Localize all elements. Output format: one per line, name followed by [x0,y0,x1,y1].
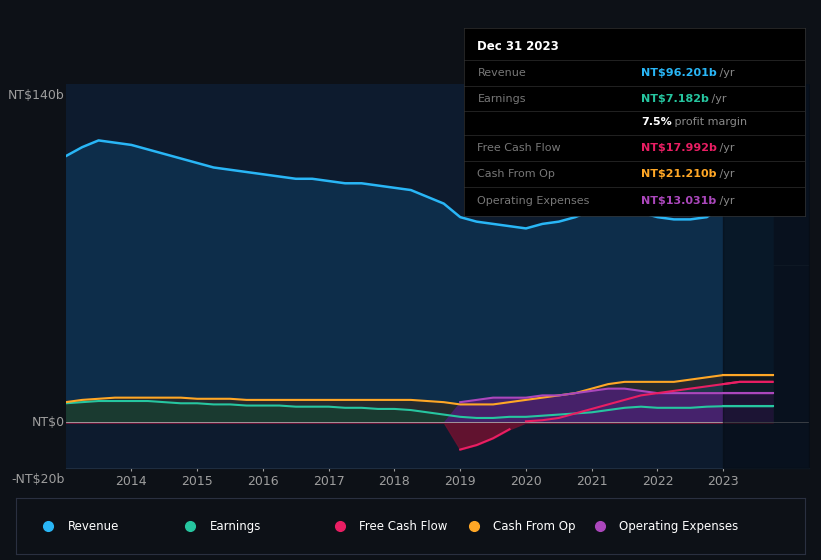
Text: Free Cash Flow: Free Cash Flow [360,520,447,533]
Text: /yr: /yr [716,143,735,153]
Text: NT$17.992b: NT$17.992b [641,143,717,153]
Text: NT$0: NT$0 [32,416,65,429]
Text: Revenue: Revenue [67,520,119,533]
Text: Earnings: Earnings [478,94,526,104]
Text: Operating Expenses: Operating Expenses [478,195,589,206]
Text: Cash From Op: Cash From Op [478,169,555,179]
Text: Earnings: Earnings [209,520,261,533]
Text: NT$7.182b: NT$7.182b [641,94,709,104]
Text: Operating Expenses: Operating Expenses [619,520,739,533]
Text: profit margin: profit margin [671,117,747,127]
Text: Cash From Op: Cash From Op [493,520,576,533]
Text: NT$21.210b: NT$21.210b [641,169,717,179]
Text: /yr: /yr [716,169,735,179]
Text: NT$96.201b: NT$96.201b [641,68,717,78]
Text: Free Cash Flow: Free Cash Flow [478,143,561,153]
Text: Dec 31 2023: Dec 31 2023 [478,40,559,53]
Text: NT$13.031b: NT$13.031b [641,195,716,206]
Text: -NT$20b: -NT$20b [11,473,65,486]
Text: Revenue: Revenue [478,68,526,78]
Text: /yr: /yr [716,195,735,206]
Text: 7.5%: 7.5% [641,117,672,127]
Text: /yr: /yr [709,94,727,104]
Text: /yr: /yr [716,68,735,78]
Text: NT$140b: NT$140b [8,88,65,101]
